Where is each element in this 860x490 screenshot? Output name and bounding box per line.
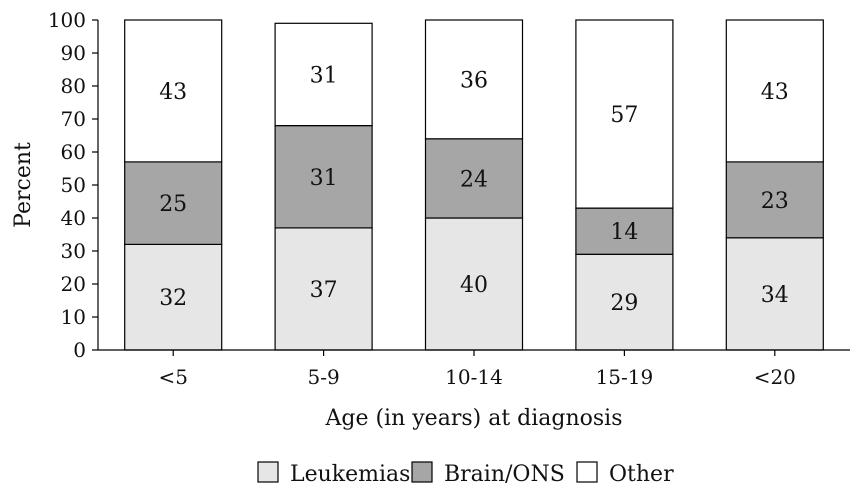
- legend-label: Leukemias: [290, 462, 410, 487]
- data-label: 24: [460, 167, 488, 192]
- y-tick-label: 10: [61, 305, 86, 329]
- bar-segment-leukemias-0: [124, 243, 223, 351]
- y-tick-label: 20: [61, 272, 86, 296]
- bar-segment-leukemias-1: [274, 227, 373, 351]
- x-tick-label: 5-9: [307, 365, 339, 389]
- legend-swatch-other: [576, 461, 598, 483]
- data-label: 32: [159, 286, 187, 311]
- y-tick-label: 60: [61, 140, 86, 164]
- legend-swatch-leukemias: [257, 461, 279, 483]
- legend-label: Other: [609, 462, 674, 487]
- x-tick-label: <5: [158, 365, 187, 389]
- x-tick-label: 15-19: [596, 365, 654, 389]
- bar-segment-other-0: [124, 19, 223, 163]
- y-axis: 0 10 20 30 40 50 60 70 80 90 100: [48, 8, 99, 362]
- bar-segment-brain-ons-2: [424, 138, 524, 219]
- y-tick-label: 80: [61, 74, 86, 98]
- bar-segment-brain-ons-3: [575, 207, 674, 255]
- bar-segment-brain-ons-0: [124, 161, 223, 245]
- bar-segment-other-4: [725, 19, 824, 163]
- x-axis: <5 5-9 10-14 15-19 <20: [98, 349, 850, 389]
- y-axis-label: Percent: [11, 142, 36, 228]
- data-label: 14: [610, 220, 638, 245]
- data-label: 23: [761, 189, 789, 214]
- y-tick-label: 70: [61, 107, 86, 131]
- bar-segment-leukemias-4: [725, 237, 824, 351]
- y-tick-label: 50: [61, 173, 86, 197]
- x-axis-label: Age (in years) at diagnosis: [324, 406, 622, 431]
- data-label: 31: [310, 166, 338, 191]
- bar-segment-other-3: [575, 19, 674, 209]
- x-tick-label: 10-14: [445, 365, 503, 389]
- data-label: 31: [310, 63, 338, 88]
- data-label: 34: [761, 283, 789, 308]
- bar-segment-other-1: [274, 22, 373, 127]
- bar-segment-brain-ons-1: [274, 124, 373, 229]
- data-label: 25: [159, 192, 187, 217]
- y-tick-label: 0: [73, 338, 86, 362]
- bars-group: 32 25 43 37 31 31 40 24 36 29 14 57 34 23 43: [124, 19, 824, 351]
- legend-label: Brain/ONS: [444, 462, 565, 487]
- data-label: 57: [610, 103, 638, 128]
- y-tick-label: 90: [61, 41, 86, 65]
- data-label: 36: [460, 68, 488, 93]
- data-label: 29: [610, 291, 638, 316]
- bar-segment-other-2: [424, 19, 524, 140]
- legend: Leukemias Brain/ONS Other: [257, 461, 674, 487]
- x-tick-label: <20: [754, 365, 796, 389]
- y-tick-label: 100: [48, 8, 86, 32]
- data-label: 37: [310, 278, 338, 303]
- data-label: 43: [761, 80, 789, 105]
- bar-segment-leukemias-3: [575, 253, 674, 351]
- data-label: 40: [460, 273, 488, 298]
- y-tick-label: 30: [61, 239, 86, 263]
- y-tick-label: 40: [61, 206, 86, 230]
- data-label: 43: [159, 80, 187, 105]
- legend-swatch-brain-ons: [411, 461, 433, 483]
